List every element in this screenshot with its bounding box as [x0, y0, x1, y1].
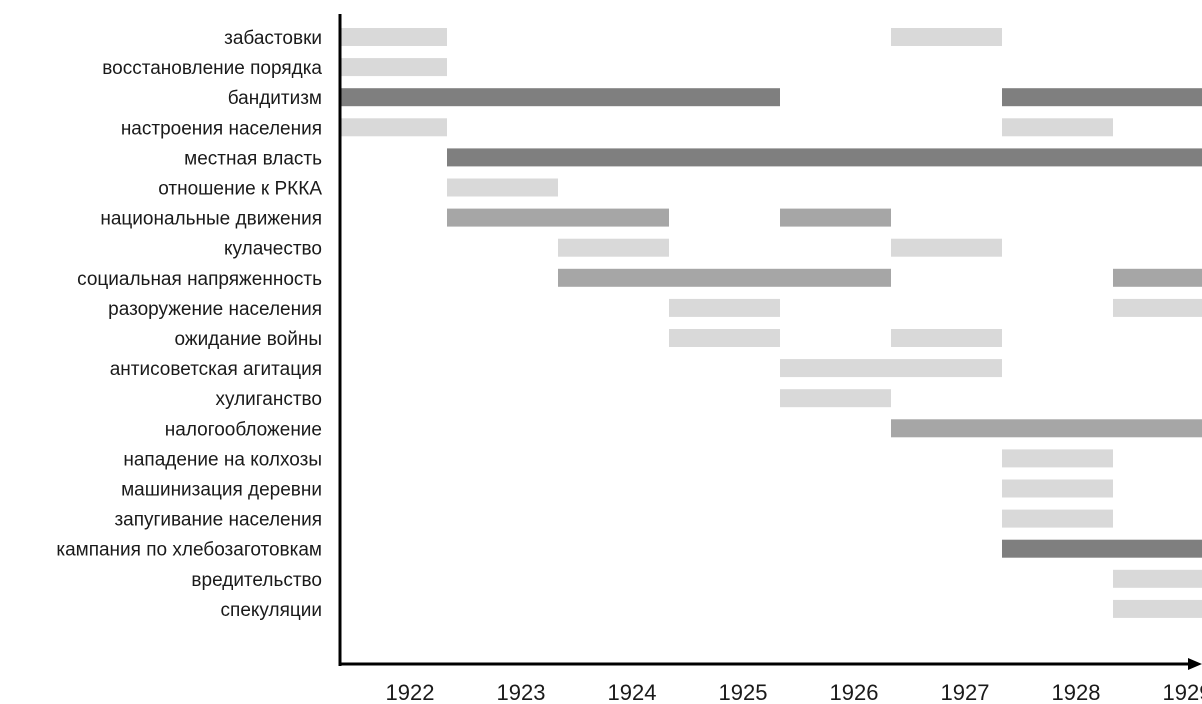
- year-tick-label: 1926: [830, 680, 879, 704]
- category-label: нападение на колхозы: [123, 449, 322, 470]
- interval-bar-5-1923-1923: [447, 178, 558, 197]
- category-label: вредительство: [191, 570, 322, 591]
- category-label: бандитизм: [228, 88, 322, 109]
- interval-bar-18-1929-1929: [1113, 569, 1202, 588]
- interval-bar-3-1922-1922: [340, 118, 447, 137]
- interval-bar-19-1929-1929: [1113, 599, 1202, 618]
- interval-bar-10-1925-1925: [669, 329, 780, 347]
- category-label: забастовки: [224, 28, 322, 49]
- interval-bar-8-1929-1929: [1113, 268, 1202, 287]
- year-tick-labels: 1922 1923 1924 1925 1926 1927 1928 1929: [386, 680, 1202, 704]
- interval-bar-14-1928-1928: [1002, 449, 1113, 468]
- axes: [338, 14, 1202, 670]
- category-labels: забастовки восстановление порядка бандитиз…: [56, 28, 322, 621]
- interval-bar-16-1928-1928: [1002, 509, 1113, 528]
- category-label: машинизация деревни: [121, 480, 322, 501]
- category-label: антисоветская агитация: [110, 359, 322, 380]
- interval-bar-12-1926-1926: [780, 389, 891, 408]
- year-tick-label: 1922: [386, 680, 435, 704]
- category-label: спекуляции: [221, 600, 322, 621]
- category-label: кулачество: [224, 239, 322, 260]
- interval-bar-13-1927-1929: [891, 419, 1202, 438]
- category-label: национальные движения: [100, 209, 322, 230]
- year-tick-label: 1923: [497, 680, 546, 704]
- interval-bar-9-1925-1925: [669, 298, 780, 317]
- interval-bar-0-1927-1927: [891, 28, 1002, 46]
- category-label: социальная напряженность: [77, 269, 322, 290]
- category-label: восстановление порядка: [102, 58, 322, 79]
- category-label: запугивание населения: [114, 510, 322, 531]
- interval-bar-17-1928-1929: [1002, 539, 1202, 558]
- year-tick-label: 1928: [1052, 680, 1101, 704]
- category-label: хулиганство: [215, 389, 322, 410]
- category-label: ожидание войны: [175, 329, 323, 350]
- category-label: налогообложение: [165, 419, 322, 440]
- interval-bar-10-1927-1927: [891, 329, 1002, 347]
- category-label: настроения населения: [121, 118, 322, 139]
- interval-bar-15-1928-1928: [1002, 479, 1113, 498]
- interval-bar-6-1923-1924: [447, 208, 669, 227]
- interval-bar-2-1922-1925: [340, 88, 780, 107]
- interval-bar-6-1926-1926: [780, 208, 891, 227]
- interval-bar-9-1929-1929: [1113, 298, 1202, 317]
- interval-bar-0-1922-1922: [340, 28, 447, 46]
- interval-bars: [340, 28, 1202, 618]
- interval-bar-3-1928-1928: [1002, 118, 1113, 137]
- category-label: разоружение населения: [108, 299, 322, 320]
- interval-bar-7-1924-1924: [558, 238, 669, 257]
- category-label: кампания по хлебозаготовкам: [56, 540, 322, 561]
- interval-bar-4-1923-1929: [447, 148, 1202, 167]
- interval-bar-11-1926-1927: [780, 359, 1002, 378]
- year-tick-label: 1924: [608, 680, 657, 704]
- interval-bar-1-1922-1922: [340, 58, 447, 77]
- category-label: местная власть: [184, 148, 322, 169]
- interval-bar-7-1927-1927: [891, 238, 1002, 257]
- interval-bar-2-1928-1929: [1002, 88, 1202, 107]
- year-tick-label: 1925: [719, 680, 768, 704]
- interval-bar-8-1924-1926: [558, 268, 891, 287]
- x-axis-arrowhead: [1188, 658, 1202, 670]
- category-label: отношение к РККА: [158, 179, 322, 200]
- year-tick-label: 1927: [941, 680, 990, 704]
- year-tick-label: 1929: [1163, 680, 1202, 704]
